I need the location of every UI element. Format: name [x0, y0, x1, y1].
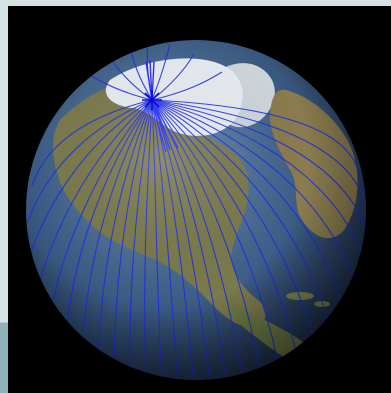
- globe-shading: [26, 40, 366, 380]
- star-icon: [142, 90, 162, 110]
- left-border-strip: [0, 0, 8, 393]
- top-border-strip: [0, 0, 391, 6]
